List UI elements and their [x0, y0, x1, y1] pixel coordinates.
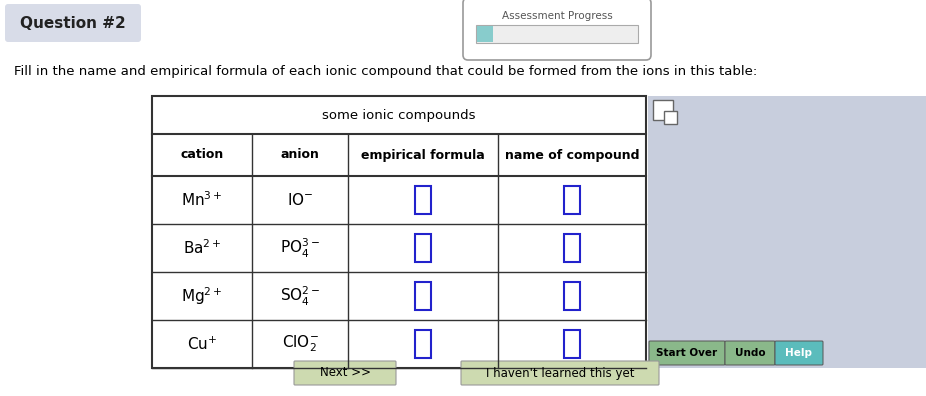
- Bar: [415, 330, 431, 358]
- Bar: [152, 96, 646, 368]
- FancyBboxPatch shape: [649, 341, 725, 365]
- Text: $\mathsf{Ba}^{2+}$: $\mathsf{Ba}^{2+}$: [182, 239, 221, 257]
- Text: empirical formula: empirical formula: [361, 148, 485, 162]
- Text: Undo: Undo: [734, 348, 765, 358]
- Bar: [477, 26, 493, 42]
- Bar: [564, 234, 580, 262]
- FancyBboxPatch shape: [294, 361, 396, 385]
- Text: Question #2: Question #2: [20, 17, 126, 32]
- Text: Start Over: Start Over: [657, 348, 718, 358]
- Text: $\mathsf{Mg}^{2+}$: $\mathsf{Mg}^{2+}$: [181, 285, 223, 307]
- Text: Help: Help: [785, 348, 812, 358]
- Text: cation: cation: [181, 148, 223, 162]
- Bar: [564, 282, 580, 310]
- Bar: [415, 282, 431, 310]
- Text: $\mathsf{Cu}^{+}$: $\mathsf{Cu}^{+}$: [187, 335, 217, 353]
- Text: some ionic compounds: some ionic compounds: [322, 109, 476, 122]
- Text: $\mathsf{PO}_4^{3-}$: $\mathsf{PO}_4^{3-}$: [280, 236, 320, 260]
- Text: Assessment Progress: Assessment Progress: [502, 11, 612, 21]
- Text: $\mathsf{IO}^{-}$: $\mathsf{IO}^{-}$: [287, 192, 313, 208]
- Bar: [648, 96, 926, 368]
- Text: Fill in the name and empirical formula of each ionic compound that could be form: Fill in the name and empirical formula o…: [14, 65, 757, 78]
- Bar: [564, 330, 580, 358]
- Text: $\mathsf{SO}_4^{2-}$: $\mathsf{SO}_4^{2-}$: [280, 284, 320, 308]
- Bar: [564, 186, 580, 214]
- Bar: [415, 234, 431, 262]
- Bar: [664, 111, 677, 124]
- FancyBboxPatch shape: [725, 341, 775, 365]
- FancyBboxPatch shape: [5, 4, 141, 42]
- FancyBboxPatch shape: [461, 361, 659, 385]
- Text: Next >>: Next >>: [319, 367, 370, 379]
- Bar: [653, 100, 673, 120]
- Bar: [476, 25, 638, 43]
- Text: $\mathsf{ClO}_2^{-}$: $\mathsf{ClO}_2^{-}$: [282, 334, 319, 354]
- Text: $\mathsf{Mn}^{3+}$: $\mathsf{Mn}^{3+}$: [181, 190, 223, 209]
- Text: anion: anion: [281, 148, 319, 162]
- FancyBboxPatch shape: [775, 341, 823, 365]
- Text: I haven't learned this yet: I haven't learned this yet: [486, 367, 634, 379]
- FancyBboxPatch shape: [463, 0, 651, 60]
- Bar: [415, 186, 431, 214]
- Text: name of compound: name of compound: [505, 148, 639, 162]
